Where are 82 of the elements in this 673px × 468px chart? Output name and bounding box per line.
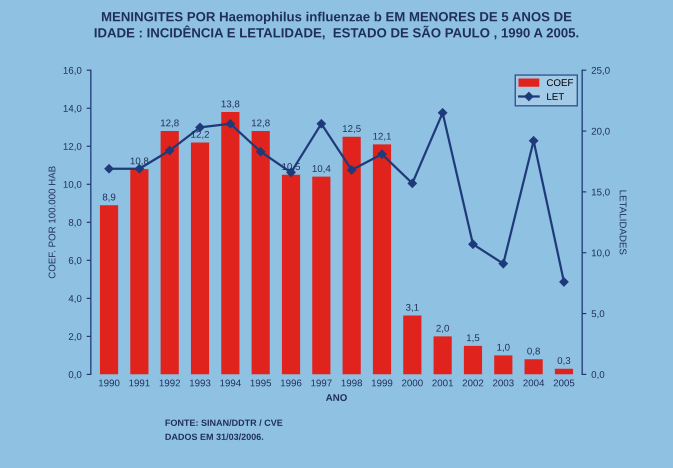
legend-label: COEF [546, 79, 574, 86]
x-tick-label: 2001 [432, 380, 453, 386]
x-tick-label: 1990 [98, 380, 120, 386]
y-tick-label: 2,0 [68, 333, 82, 342]
bar [221, 112, 240, 374]
bar [494, 355, 512, 374]
text: DADOS EM 31/03/2006. [165, 433, 264, 440]
bar [190, 142, 210, 374]
point [559, 277, 569, 287]
bar [312, 176, 330, 374]
y-axis-title: COEF. POR 100.000 HAB [48, 166, 56, 278]
x-tick-label: 1995 [250, 380, 272, 386]
point [104, 164, 114, 174]
x-tick-label: 2000 [402, 380, 423, 386]
x-tick-label: 2002 [462, 380, 484, 386]
bar [524, 359, 543, 374]
y-tick-label: 0,0 [68, 371, 82, 380]
point [226, 119, 235, 128]
data-label: 8,9 [102, 194, 116, 202]
y-tick-label: 6,0 [68, 257, 82, 266]
data-label: 10,8 [130, 157, 148, 166]
y2-tick-label: 25,0 [592, 66, 610, 75]
data-label: 1,5 [466, 334, 480, 342]
x-tick-label: 1997 [311, 380, 332, 386]
bar [282, 174, 300, 374]
data-label: 12,5 [342, 125, 361, 134]
y2-axis-title: LETALIDADES [620, 190, 627, 254]
bar [554, 368, 574, 374]
x-tick-label: 2004 [523, 380, 544, 386]
y-tick-label: 4,0 [68, 295, 82, 304]
data-label: 12,1 [373, 132, 391, 141]
x-tick-label: 1991 [129, 380, 150, 386]
bar [464, 346, 482, 374]
point [165, 146, 174, 156]
y-tick-label: 14,0 [64, 104, 82, 113]
x-tick-label: 1993 [190, 380, 210, 386]
x-tick-label: 1998 [342, 380, 362, 386]
point [347, 165, 356, 175]
data-label: 13,8 [222, 100, 240, 108]
bar [403, 315, 422, 374]
data-label: 2,0 [436, 324, 450, 333]
x-axis-title: ANO [326, 394, 347, 402]
y2-tick-label: 15,0 [592, 188, 610, 197]
bar [130, 169, 148, 374]
point [498, 259, 508, 268]
y-tick-label: 16,0 [64, 66, 82, 75]
bar [252, 131, 270, 374]
x-tick-label: 1996 [280, 380, 302, 386]
data-label: 12,8 [252, 119, 270, 128]
y-tick-label: 10,0 [64, 181, 82, 190]
point [256, 147, 266, 156]
x-tick-label: 1999 [372, 380, 392, 386]
bar [342, 136, 361, 374]
x-tick-label: 1992 [160, 380, 180, 386]
y-tick-label: 12,0 [64, 142, 82, 152]
data-label: 12,8 [160, 119, 179, 128]
source-note: FONTE: SINAN/DDTR / CVE [165, 419, 282, 426]
x-tick-label: 2003 [492, 380, 514, 386]
bar [160, 131, 179, 374]
y2-tick-label: 10,0 [592, 249, 610, 258]
x-tick-label: 1994 [220, 380, 241, 386]
data-label: 12,2 [191, 130, 210, 139]
data-label: 0,8 [527, 348, 540, 356]
point [408, 178, 417, 188]
data-label: 3,1 [406, 304, 419, 312]
bar [434, 336, 452, 374]
y2-tick-label: 5,0 [592, 310, 604, 318]
point [468, 240, 478, 249]
point [316, 119, 326, 128]
point [377, 150, 387, 159]
data-label: 10,4 [312, 165, 331, 174]
data-label: 0,3 [558, 357, 570, 366]
data-label: 1,0 [497, 344, 510, 352]
chart-title: MENINGITES POR Haemophilus influenzae b EM MENORES DE 5 ANOS DE IDADE : INCIDÊNCIA E LETALIDADE, ESTADO DE SÃO PAULO , 1990 A 2005. [94, 12, 578, 40]
y2-tick-label: 20,0 [592, 128, 610, 136]
bar [372, 144, 392, 374]
point [438, 108, 448, 118]
y2-tick-label: 0,0 [592, 371, 604, 380]
y-tick-label: 8,0 [68, 219, 82, 228]
bar [100, 205, 118, 374]
x-tick-label: 2005 [554, 380, 574, 386]
legend-label: LET [547, 93, 564, 100]
